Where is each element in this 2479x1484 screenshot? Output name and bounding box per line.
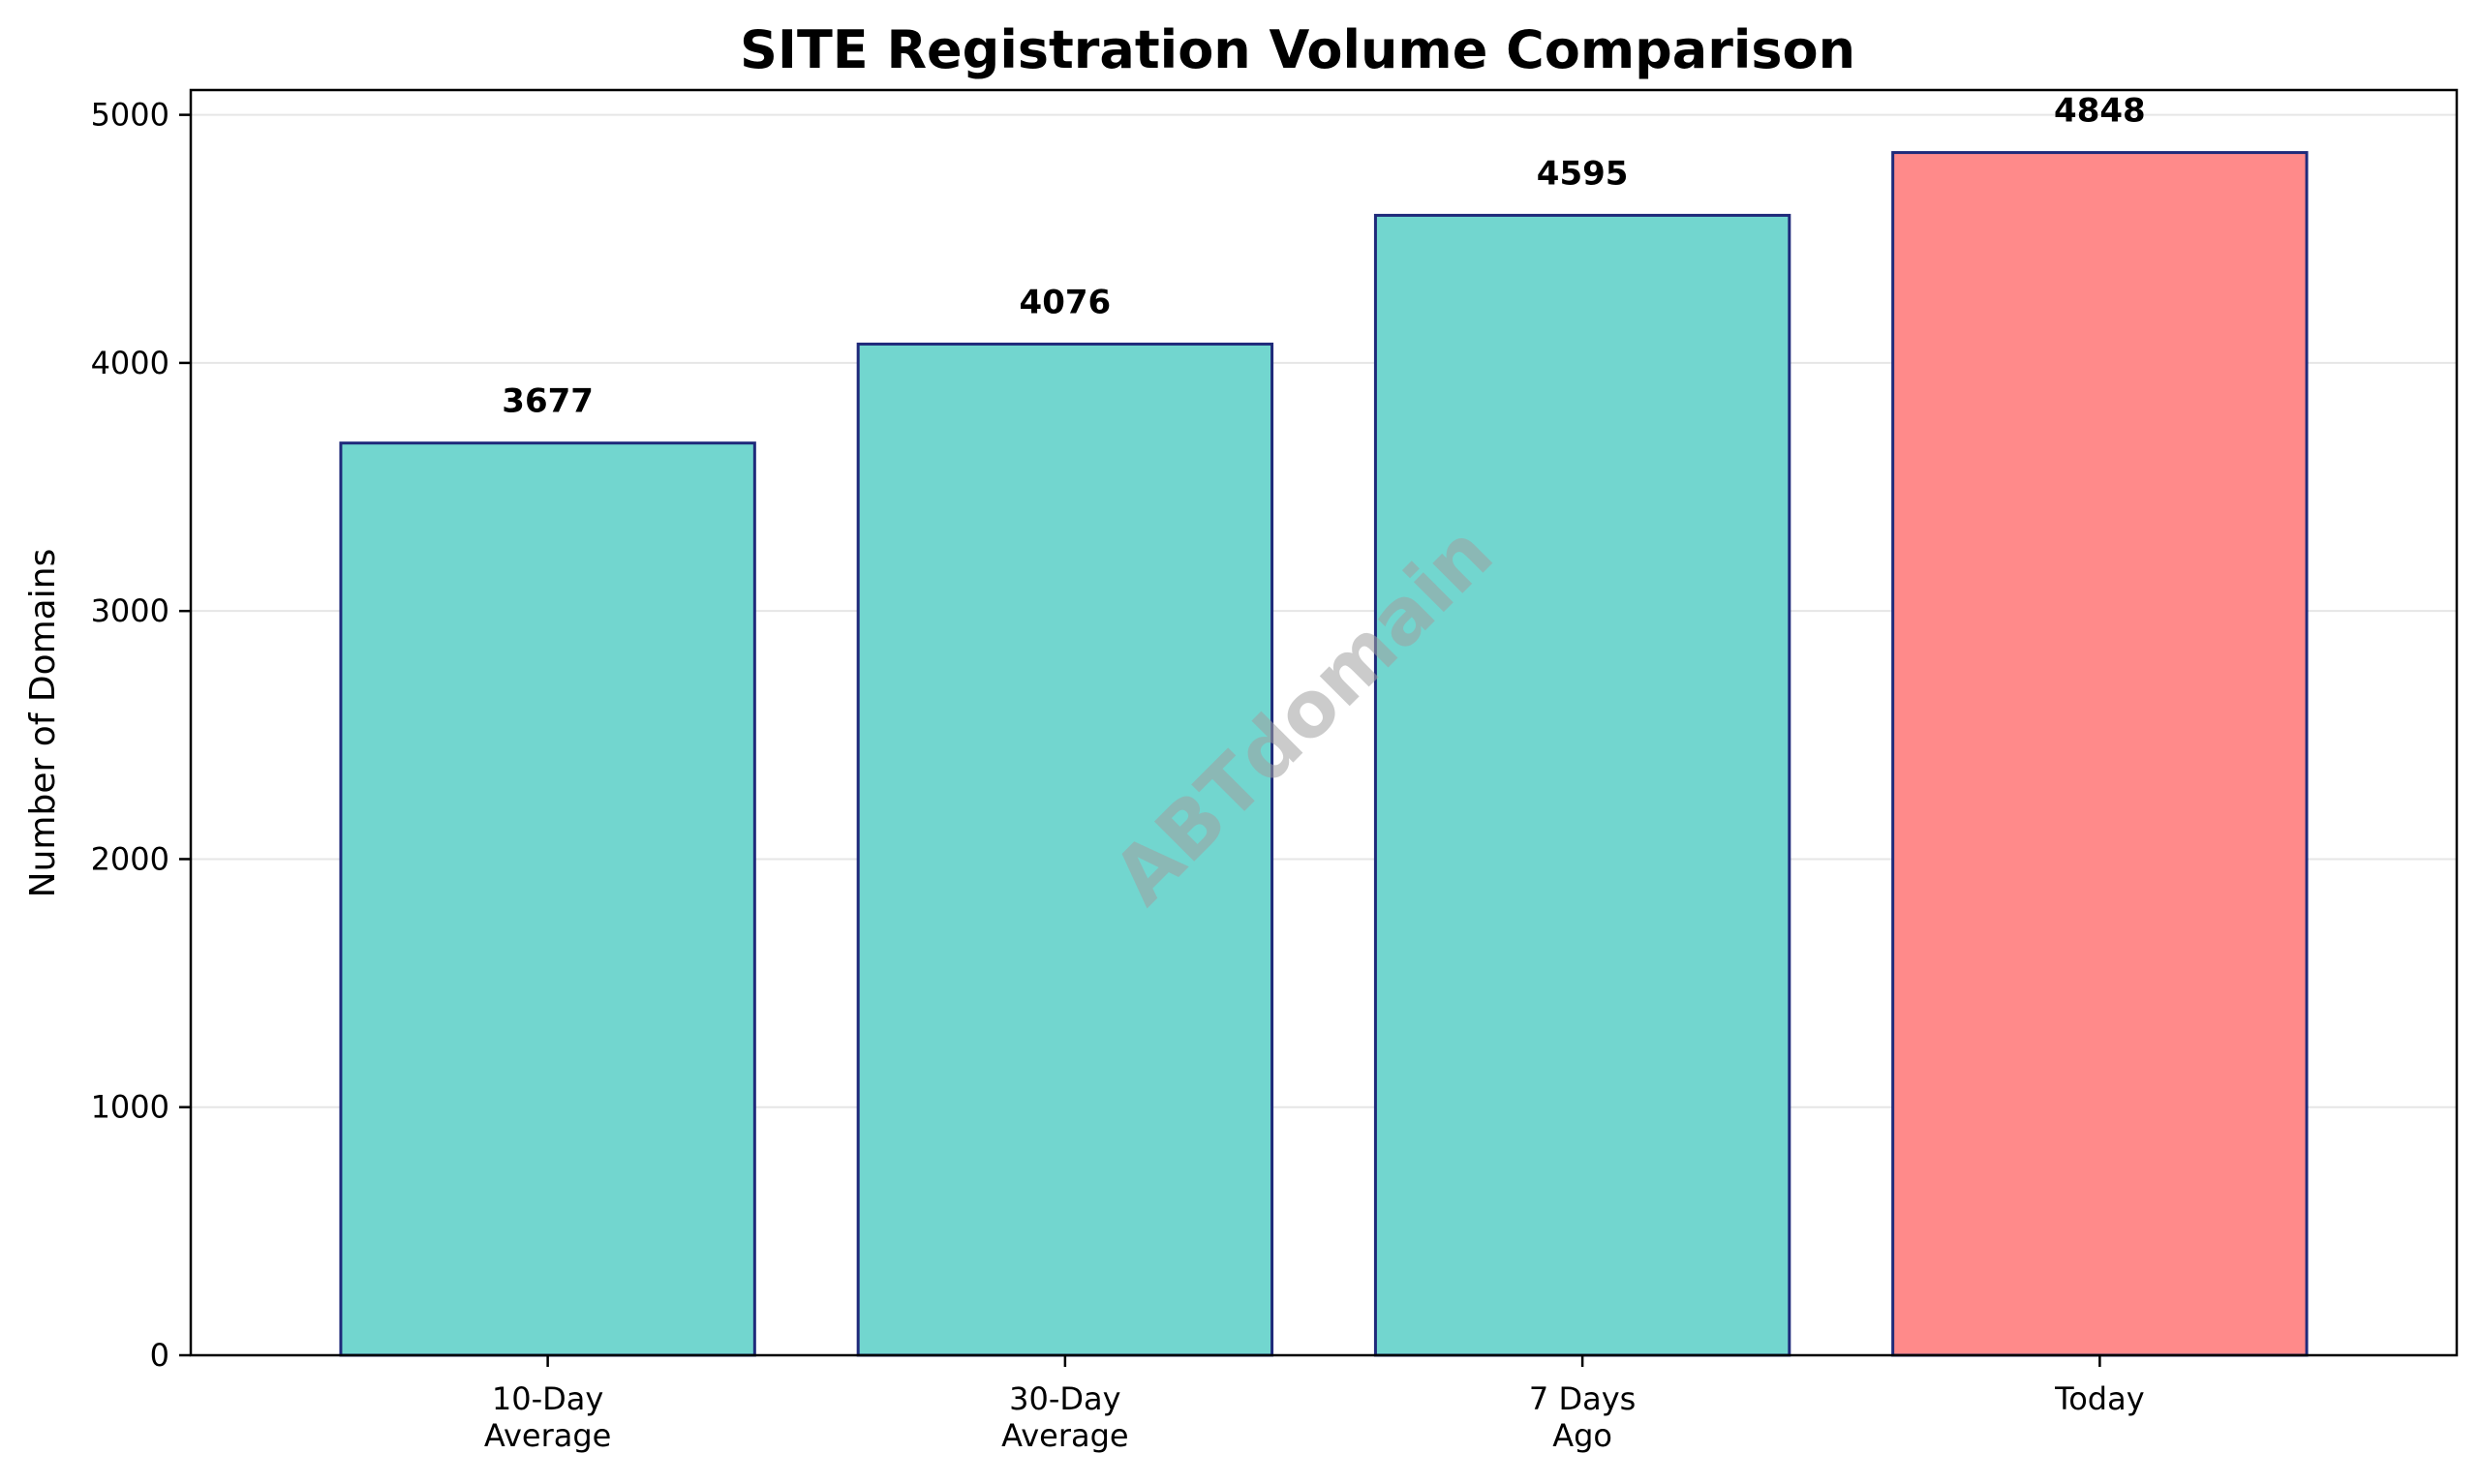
x-tick-label-line: Ago: [1552, 1417, 1612, 1454]
x-tick-label: 7 Days Ago: [1529, 1380, 1636, 1454]
x-tick-label-line: 10-Day: [492, 1380, 603, 1417]
x-tick-label-line: 7 Days: [1529, 1380, 1636, 1417]
x-tick-label: 30-Day Average: [1001, 1380, 1128, 1454]
y-tick-label: 1000: [91, 1089, 169, 1126]
bar-value-label: 4076: [1020, 283, 1112, 321]
chart-title: SITE Registration Volume Comparison: [740, 19, 1855, 80]
x-tick-label-line: Average: [484, 1417, 611, 1454]
y-tick-label: 5000: [91, 97, 169, 134]
x-tick-label: 10-Day Average: [484, 1380, 611, 1454]
x-tick-label: Today: [2054, 1380, 2145, 1417]
bar: [339, 441, 756, 1357]
bar-value-label: 4595: [1537, 154, 1629, 193]
y-tick-label: 3000: [91, 592, 169, 629]
bars: [339, 151, 2309, 1357]
plot-frame: [189, 88, 2459, 1357]
x-tick-label-line: 30-Day: [1009, 1380, 1120, 1417]
axes: [189, 88, 2459, 1357]
data-labels: 3677 4076 4595 4848: [502, 92, 2145, 421]
y-tick-label: 4000: [91, 345, 169, 381]
x-tick-label-line: Average: [1001, 1417, 1128, 1454]
y-tick-label: 2000: [91, 840, 169, 877]
bar: [1891, 151, 2309, 1357]
x-tick-label-line: Today: [2054, 1380, 2145, 1417]
y-axis-label: Number of Domains: [23, 549, 63, 898]
y-tick-label: 0: [150, 1337, 169, 1374]
bar: [1373, 213, 1791, 1357]
y-tick-labels: 0 1000 2000 3000 4000 5000: [91, 97, 191, 1374]
bar-value-label: 4848: [2054, 92, 2146, 131]
bar: [856, 342, 1274, 1357]
bar-value-label: 3677: [502, 382, 594, 421]
